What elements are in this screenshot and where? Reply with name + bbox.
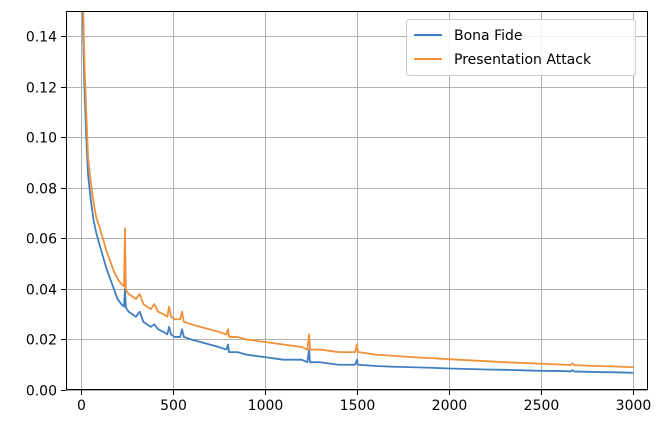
axis-ticks: 0 500 1000 1500 2000 2500 3000 0.00 0.02 0.04 0.06… xyxy=(26,30,651,415)
y-tick-label: 0.06 xyxy=(26,232,57,248)
x-tick-label: 500 xyxy=(160,398,187,414)
y-tick-label: 0.02 xyxy=(26,333,57,349)
series-lines xyxy=(81,11,634,374)
x-tick-label: 2500 xyxy=(524,398,560,414)
x-tick-label: 3000 xyxy=(616,398,652,414)
y-tick-label: 0.00 xyxy=(26,384,57,400)
series-line-0 xyxy=(81,11,634,374)
x-tick-label: 1000 xyxy=(248,398,284,414)
x-tick-label: 2000 xyxy=(432,398,468,414)
y-tick-label: 0.08 xyxy=(26,182,57,198)
y-tick-label: 0.14 xyxy=(26,30,57,46)
grid-lines xyxy=(66,11,648,391)
x-tick-label: 0 xyxy=(77,398,86,414)
y-tick-label: 0.04 xyxy=(26,283,57,299)
legend-box xyxy=(406,19,636,76)
legend-label-1: Presentation Attack xyxy=(454,52,592,68)
y-tick-label: 0.12 xyxy=(26,81,57,97)
series-line-1 xyxy=(82,11,634,369)
x-tick-label: 1500 xyxy=(340,398,376,414)
plot-frame xyxy=(66,11,648,390)
y-tick-label: 0.10 xyxy=(26,131,57,147)
legend-label-0: Bona Fide xyxy=(454,28,523,44)
legend: Bona Fide Presentation Attack xyxy=(406,19,636,76)
